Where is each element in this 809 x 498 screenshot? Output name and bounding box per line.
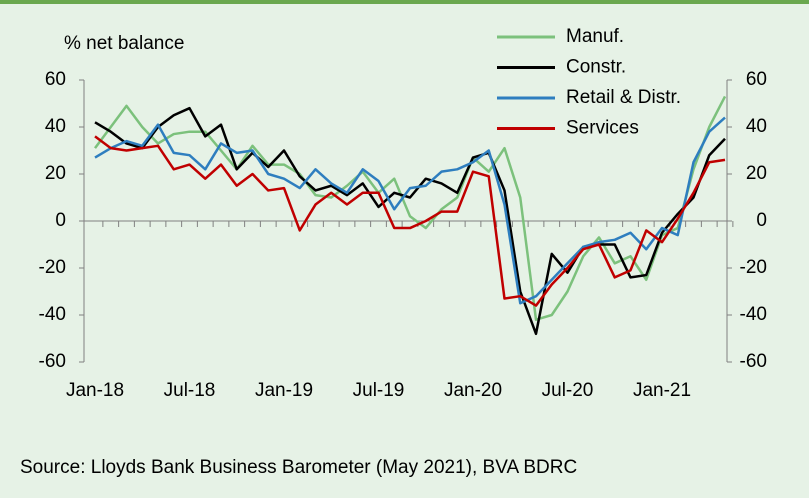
legend-label: Constr.	[566, 57, 626, 78]
y-tick-label: 20	[45, 163, 66, 184]
source-note: Source: Lloyds Bank Business Barometer (…	[20, 457, 577, 478]
legend-label: Manuf.	[566, 26, 624, 47]
y2-tick-label: 0	[756, 210, 767, 231]
series-line	[93, 95, 727, 321]
y-tick-label: 0	[55, 210, 66, 231]
y2-tick-label: -40	[740, 304, 767, 325]
x-tick-label: Jul-20	[542, 380, 594, 401]
series-line	[94, 135, 726, 307]
y2-tick-label: 40	[746, 116, 767, 137]
top-border	[0, 0, 809, 4]
y-tick-label: -40	[39, 304, 66, 325]
x-tick-label: Jan-20	[444, 380, 502, 401]
legend-label: Retail & Distr.	[566, 87, 681, 108]
series-line	[94, 116, 726, 305]
y-tick-label: -20	[39, 257, 66, 278]
y-axis-label: % net balance	[64, 33, 184, 54]
y2-tick-label: 60	[746, 69, 767, 90]
y2-tick-label: 20	[746, 163, 767, 184]
series-line	[94, 106, 726, 336]
y-tick-label: -60	[39, 351, 66, 372]
x-tick-label: Jan-18	[66, 380, 124, 401]
y2-tick-label: -60	[740, 351, 767, 372]
y2-tick-label: -20	[740, 257, 767, 278]
x-tick-label: Jan-19	[255, 380, 313, 401]
x-tick-label: Jul-19	[353, 380, 405, 401]
y-tick-label: 40	[45, 116, 66, 137]
legend-label: Services	[566, 118, 639, 139]
x-tick-label: Jul-18	[164, 380, 216, 401]
x-tick-label: Jan-21	[633, 380, 691, 401]
y-tick-label: 60	[45, 69, 66, 90]
